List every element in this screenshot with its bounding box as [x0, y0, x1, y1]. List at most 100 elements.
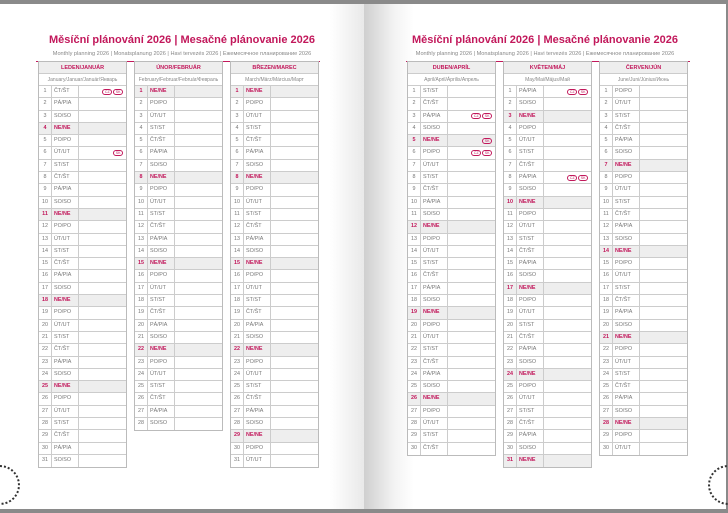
day-row[interactable]: 7 ST/ST — [39, 159, 126, 173]
day-row[interactable]: 13 SO/SO — [600, 233, 687, 246]
day-row[interactable]: 30 PÁ/PIA — [39, 442, 126, 455]
day-row[interactable]: 5 ČT/ŠT — [231, 135, 318, 148]
notes-cell[interactable] — [271, 86, 318, 97]
notes-cell[interactable] — [640, 393, 687, 404]
notes-cell[interactable] — [544, 197, 591, 208]
day-row[interactable]: 18 ČT/ŠT — [600, 295, 687, 308]
notes-cell[interactable] — [271, 160, 318, 171]
notes-cell[interactable] — [271, 369, 318, 380]
notes-cell[interactable] — [544, 344, 591, 355]
day-row[interactable]: 26 ČT/ŠT — [135, 393, 222, 406]
day-row[interactable]: 16 PÁ/PIA — [39, 270, 126, 283]
notes-cell[interactable] — [271, 172, 318, 183]
notes-cell[interactable] — [448, 357, 495, 368]
day-row[interactable]: 7 ÚT/UT — [408, 159, 495, 173]
day-row[interactable]: 3 NE/NE — [504, 110, 591, 123]
day-row[interactable]: 15 NE/NE — [231, 258, 318, 271]
day-row[interactable]: 17 ST/ST — [600, 282, 687, 296]
day-row[interactable]: 12 ČT/ŠT — [231, 221, 318, 234]
notes-cell[interactable] — [544, 295, 591, 306]
day-row[interactable]: 12 ČT/ŠT — [135, 221, 222, 234]
notes-cell[interactable] — [448, 197, 495, 208]
notes-cell[interactable] — [544, 283, 591, 294]
day-row[interactable]: 23 PO/PO — [135, 356, 222, 369]
notes-cell[interactable] — [544, 98, 591, 109]
day-row[interactable]: 13 ÚT/UT — [39, 233, 126, 246]
day-row[interactable]: 13 ST/ST — [504, 233, 591, 246]
notes-cell[interactable] — [79, 197, 126, 208]
day-row[interactable]: 15 ČT/ŠT — [39, 258, 126, 271]
day-row[interactable]: 19 ČT/ŠT — [231, 307, 318, 320]
day-row[interactable]: 23 PO/PO — [231, 356, 318, 369]
day-row[interactable]: 31 NE/NE — [504, 454, 591, 468]
notes-cell[interactable] — [175, 295, 222, 306]
day-row[interactable]: 3 ÚT/UT — [231, 110, 318, 123]
notes-cell[interactable] — [79, 184, 126, 195]
day-row[interactable]: 19 ÚT/UT — [504, 307, 591, 320]
notes-cell[interactable] — [175, 123, 222, 134]
notes-cell[interactable] — [640, 197, 687, 208]
notes-cell[interactable] — [544, 320, 591, 331]
day-row[interactable]: 17 ÚT/UT — [135, 282, 222, 296]
day-row[interactable]: 29 PÁ/PIA — [504, 430, 591, 443]
day-row[interactable]: 23 SO/SO — [504, 356, 591, 369]
notes-cell[interactable] — [544, 160, 591, 171]
day-row[interactable]: 4 ST/ST — [231, 122, 318, 136]
day-row[interactable]: 7 NE/NE — [600, 159, 687, 173]
notes-cell[interactable] — [640, 295, 687, 306]
day-row[interactable]: 4 PO/PO — [504, 122, 591, 136]
day-row[interactable]: 8 ČT/ŠT — [39, 172, 126, 185]
notes-cell[interactable] — [175, 418, 222, 430]
notes-cell[interactable] — [448, 344, 495, 355]
notes-cell[interactable] — [448, 246, 495, 257]
notes-cell[interactable] — [640, 320, 687, 331]
day-row[interactable]: 20 ST/ST — [504, 319, 591, 332]
notes-cell[interactable] — [79, 135, 126, 146]
notes-cell[interactable] — [79, 270, 126, 281]
day-row[interactable]: 29 NE/NE — [231, 430, 318, 443]
day-row[interactable]: 4 ČT/ŠT — [600, 122, 687, 136]
notes-cell[interactable] — [448, 86, 495, 97]
day-row[interactable]: 22 NE/NE — [231, 344, 318, 357]
day-row[interactable]: 5 PÁ/PIA — [600, 135, 687, 148]
day-row[interactable]: 2 ÚT/UT — [600, 98, 687, 111]
notes-cell[interactable] — [448, 98, 495, 109]
notes-cell[interactable] — [271, 111, 318, 122]
day-row[interactable]: 24 SO/SO — [39, 368, 126, 382]
day-row[interactable]: 9 PO/PO — [135, 184, 222, 197]
day-row[interactable]: 8 PO/PO — [600, 172, 687, 185]
notes-cell[interactable] — [448, 381, 495, 392]
day-row[interactable]: 29 ST/ST — [408, 430, 495, 443]
day-row[interactable]: 24 ST/ST — [600, 368, 687, 382]
notes-cell[interactable] — [448, 209, 495, 220]
day-row[interactable]: 25 PO/PO — [504, 381, 591, 394]
notes-cell[interactable] — [175, 135, 222, 146]
day-row[interactable]: 22 PO/PO — [600, 344, 687, 357]
notes-cell[interactable] — [544, 455, 591, 467]
day-row[interactable]: 21 SO/SO — [231, 331, 318, 345]
notes-cell[interactable] — [175, 246, 222, 257]
notes-cell[interactable] — [175, 344, 222, 355]
day-row[interactable]: 14 NE/NE — [600, 245, 687, 259]
notes-cell[interactable] — [79, 209, 126, 220]
notes-cell[interactable]: CZ SK — [544, 86, 591, 97]
day-row[interactable]: 26 NE/NE — [408, 393, 495, 406]
notes-cell[interactable] — [271, 418, 318, 429]
notes-cell[interactable] — [448, 332, 495, 343]
day-row[interactable]: 17 ÚT/UT — [231, 282, 318, 296]
day-row[interactable]: 21 ST/ST — [39, 331, 126, 345]
notes-cell[interactable] — [640, 160, 687, 171]
day-row[interactable]: 9 ÚT/UT — [600, 184, 687, 197]
day-row[interactable]: 24 ÚT/UT — [135, 368, 222, 382]
day-row[interactable]: 12 PO/PO — [39, 221, 126, 234]
day-row[interactable]: 21 NE/NE — [600, 331, 687, 345]
notes-cell[interactable] — [544, 123, 591, 134]
notes-cell[interactable] — [175, 234, 222, 245]
notes-cell[interactable] — [175, 369, 222, 380]
notes-cell[interactable] — [640, 172, 687, 183]
notes-cell[interactable] — [544, 307, 591, 318]
day-row[interactable]: 4 ST/ST — [135, 122, 222, 136]
notes-cell[interactable] — [79, 258, 126, 269]
notes-cell[interactable] — [448, 160, 495, 171]
notes-cell[interactable] — [544, 418, 591, 429]
